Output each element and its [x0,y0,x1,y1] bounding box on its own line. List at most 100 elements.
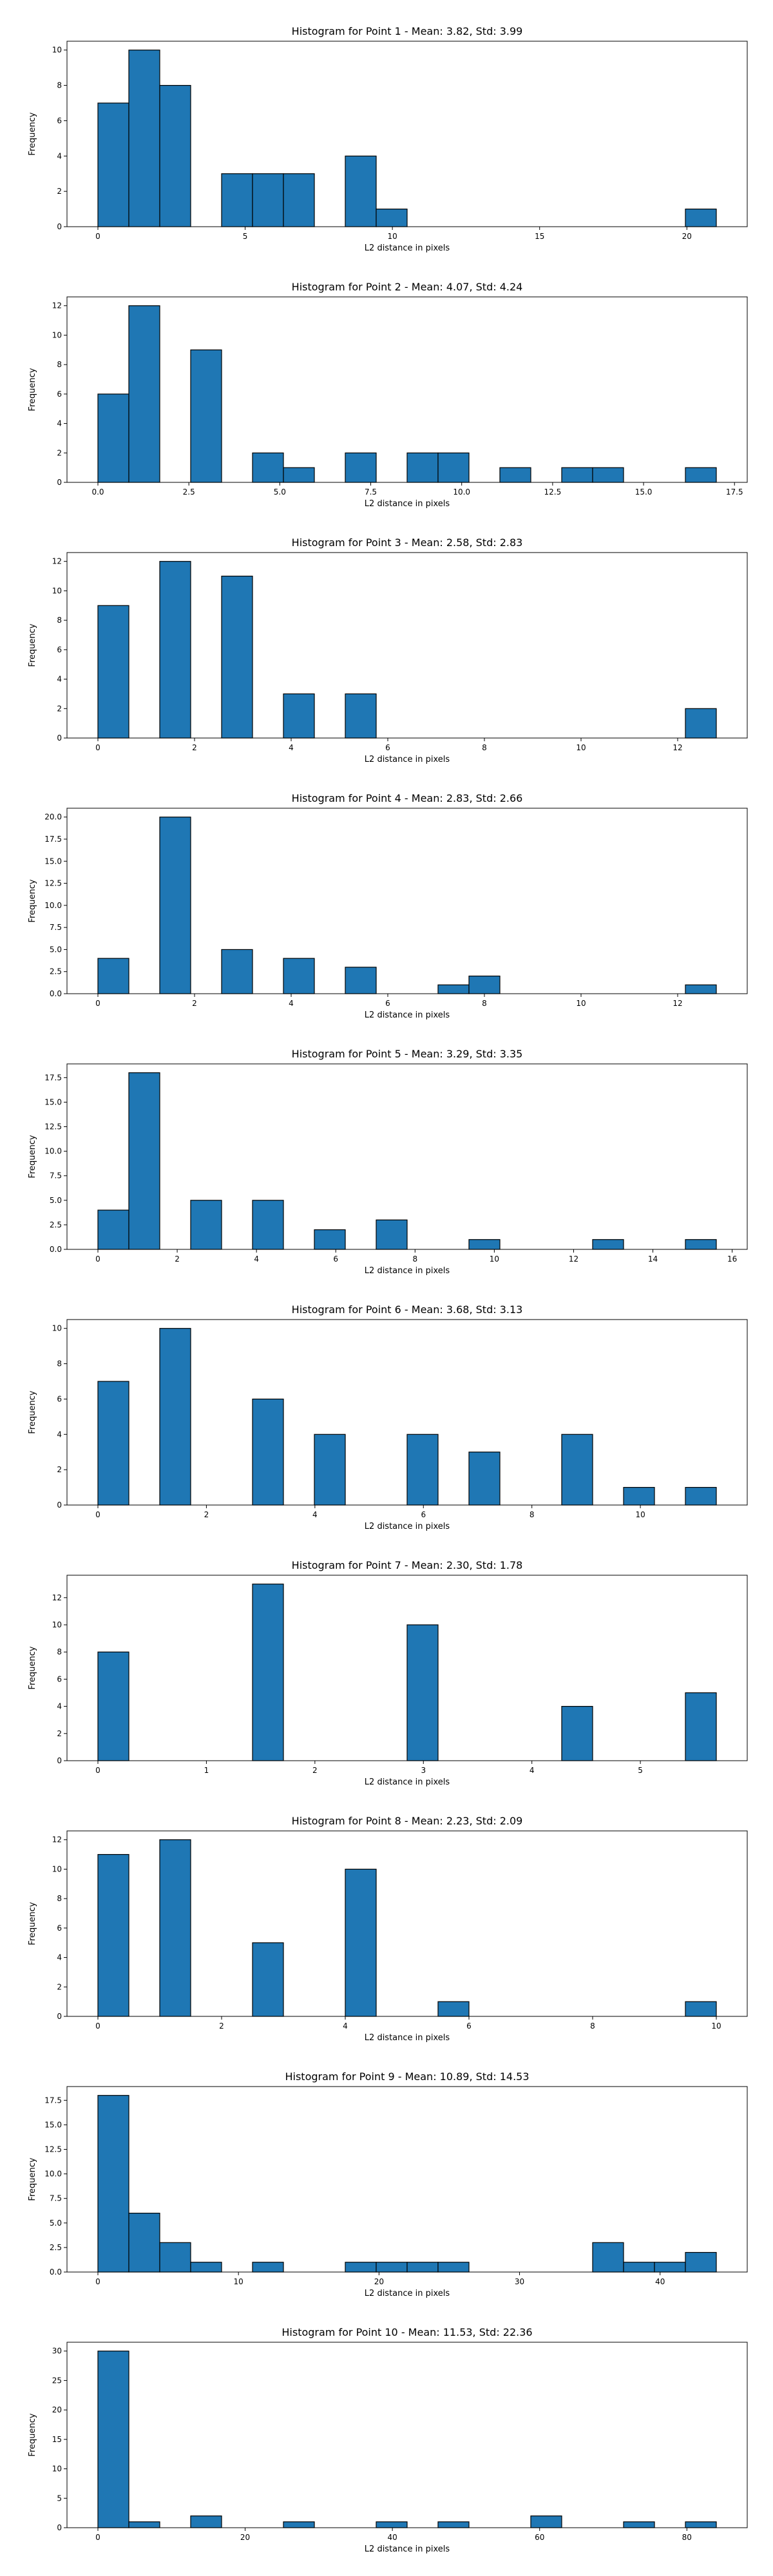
x-tick-label: 10 [576,999,586,1008]
x-axis-label: L2 distance in pixels [365,2289,450,2298]
y-tick-label: 2.5 [50,1220,62,1229]
x-tick-label: 8 [530,1510,535,1519]
y-tick-label: 10 [52,2465,62,2474]
histogram-bar [128,2212,160,2273]
histogram-bar [128,305,160,483]
y-tick-label: 0 [57,2012,62,2021]
x-tick-label: 2 [192,999,197,1008]
x-tick-label: 20 [374,2277,384,2286]
chart-title: Histogram for Point 10 - Mean: 11.53, St… [282,2326,532,2338]
histogram-bar [252,1200,284,1250]
histogram-bar [252,1584,284,1761]
x-tick-label: 2.5 [183,488,195,497]
x-tick-label: 0 [95,232,100,241]
y-tick-label: 15 [52,2435,62,2444]
x-tick-label: 10 [490,1255,499,1264]
plot-frame [66,1830,748,2017]
y-tick-label: 2 [57,1465,62,1474]
histogram-bar [283,958,315,994]
histogram-bar [97,102,129,227]
x-tick-label: 15.0 [635,488,653,497]
x-tick-label: 4 [343,2022,348,2031]
y-tick-label: 6 [57,645,62,654]
histogram-bar [97,1381,129,1506]
x-tick-label: 60 [535,2533,544,2542]
histogram-bar [685,2521,717,2528]
y-tick-label: 4 [57,1430,62,1439]
histogram-bar [499,467,531,483]
x-tick-label: 40 [655,2277,665,2286]
y-axis-label: Frequency [28,368,37,411]
y-axis-label: Frequency [28,1646,37,1689]
histogram-bar [97,393,129,483]
x-tick-label: 6 [466,2022,472,2031]
histogram-bar [685,208,717,227]
x-tick-label: 2 [192,743,197,752]
chart-title: Histogram for Point 9 - Mean: 10.89, Std… [285,2070,529,2083]
histogram-bar [97,1853,129,2017]
y-tick-label: 0.0 [50,1245,62,1254]
histogram-bar [190,1200,222,1250]
histogram-bar [685,1692,717,1761]
y-tick-label: 10 [52,330,62,339]
histogram-bar [221,949,253,994]
y-tick-label: 12.5 [44,879,62,888]
x-tick-label: 80 [682,2533,692,2542]
y-tick-label: 17.5 [44,2096,62,2105]
y-tick-label: 10 [52,586,62,595]
x-tick-label: 0 [95,1766,100,1775]
histogram-bar [159,2242,191,2273]
chart-title: Histogram for Point 5 - Mean: 3.29, Std:… [292,1048,523,1060]
x-tick-label: 1 [204,1766,209,1775]
x-tick-label: 10 [711,2022,721,2031]
y-tick-label: 0 [57,734,62,743]
x-tick-label: 20 [240,2533,250,2542]
y-tick-label: 8 [57,616,62,625]
y-tick-label: 20.0 [44,813,62,822]
x-tick-label: 5 [243,232,248,241]
histogram-panel-10: Histogram for Point 10 - Mean: 11.53, St… [28,2326,748,2554]
histogram-bar [345,2262,377,2273]
y-tick-label: 10.0 [44,901,62,910]
histogram-bar [159,1328,191,1506]
histogram-panel-6: Histogram for Point 6 - Mean: 3.68, Std:… [28,1303,748,1531]
histogram-bar [252,452,284,483]
y-axis-label: Frequency [28,2413,37,2456]
chart-title: Histogram for Point 6 - Mean: 3.68, Std:… [292,1303,523,1316]
plot-frame [66,808,748,994]
x-tick-label: 5.0 [274,488,286,497]
y-tick-label: 5.0 [50,945,62,954]
histogram-bar [252,1398,284,1506]
histogram-bar [561,1706,593,1761]
histogram-bar [376,2521,408,2528]
x-tick-label: 2 [175,1255,180,1264]
histogram-bar [283,467,315,483]
histogram-bar [221,173,253,227]
y-axis-label: Frequency [28,1902,37,1945]
histogram-bar [685,1486,717,1506]
histogram-bar [623,2521,655,2528]
x-tick-label: 0 [95,2022,100,2031]
histogram-bar [530,2515,562,2528]
y-tick-label: 8 [57,1359,62,1368]
y-tick-label: 6 [57,116,62,125]
plot-frame [66,1063,748,1250]
y-tick-label: 5.0 [50,1196,62,1205]
x-axis-label: L2 distance in pixels [365,1777,450,1787]
histogram-bar [159,817,191,994]
histogram-bar [561,467,593,483]
y-tick-label: 10.0 [44,1147,62,1156]
y-tick-label: 10 [52,1620,62,1629]
y-tick-label: 8 [57,1894,62,1903]
y-tick-label: 2 [57,1729,62,1738]
y-tick-label: 4 [57,1702,62,1711]
x-tick-label: 4 [254,1255,259,1264]
x-tick-label: 6 [385,999,390,1008]
x-tick-label: 10 [234,2277,243,2286]
x-axis-label: L2 distance in pixels [365,1266,450,1276]
histogram-bar [190,349,222,483]
histogram-bar [376,2262,408,2273]
histogram-bar [685,2001,717,2017]
x-tick-label: 0.0 [91,488,104,497]
histogram-panel-2: Histogram for Point 2 - Mean: 4.07, Std:… [28,281,748,509]
